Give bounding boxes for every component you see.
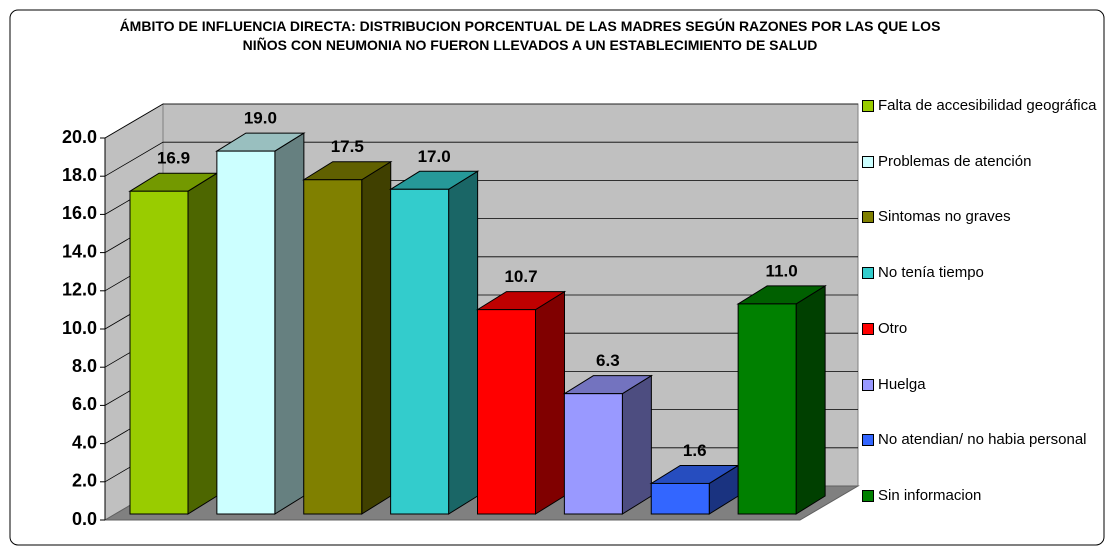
legend-swatch	[862, 100, 874, 112]
bar	[736, 285, 827, 515]
bar-front	[216, 150, 276, 515]
bar-front	[390, 188, 450, 515]
data-label: 1.6	[683, 441, 707, 460]
legend-label: Problemas de atención	[878, 152, 1032, 170]
y-tick-label: 14.0	[62, 241, 97, 261]
y-tick-label: 10.0	[62, 318, 97, 338]
bar	[562, 374, 654, 515]
legend-label: Otro	[878, 319, 908, 337]
bar	[215, 132, 306, 515]
bar-side	[187, 172, 218, 515]
chart-title: ÁMBITO DE INFLUENCIA DIRECTA: DISTRIBUCI…	[119, 18, 941, 53]
y-tick-label: 20.0	[62, 127, 97, 147]
data-label: 10.7	[504, 267, 537, 286]
y-tick-label: 12.0	[62, 280, 97, 300]
data-label: 11.0	[766, 261, 798, 280]
bar-front	[737, 303, 797, 515]
bar	[475, 290, 567, 515]
legend-item: Sin informacion	[862, 487, 1107, 504]
y-tick-label: 16.0	[62, 203, 97, 223]
y-tick-label: 6.0	[72, 394, 97, 414]
y-tick-label: 2.0	[72, 471, 97, 491]
legend-swatch	[862, 434, 874, 447]
legend-swatch	[862, 322, 874, 335]
legend-swatch	[862, 267, 874, 280]
y-tick-label: 0.0	[72, 509, 97, 529]
legend-item: Huelga	[862, 376, 1107, 393]
legend-label: Huelga	[878, 375, 926, 393]
bar-front	[563, 393, 623, 515]
grid-line	[104, 141, 858, 177]
bar	[388, 170, 480, 515]
data-label: 16.9	[157, 149, 190, 168]
bar-front	[303, 179, 363, 515]
y-tick-label: 4.0	[72, 432, 97, 452]
data-label: 6.3	[596, 351, 620, 370]
data-label: 17.0	[418, 147, 451, 166]
bar-side	[274, 132, 305, 515]
grid-line	[104, 103, 858, 139]
legend-item: No atendian/ no habia personal	[862, 431, 1107, 448]
legend-swatch	[862, 489, 874, 502]
legend-item: Sintomas no graves	[862, 208, 1107, 225]
legend-item: Falta de accesibilidad geográfica	[862, 97, 1107, 114]
data-label: 17.5	[331, 137, 364, 156]
y-tick-label: 8.0	[72, 356, 97, 376]
bar-side	[795, 285, 826, 515]
legend-label: Sin informacion	[878, 486, 982, 504]
legend-swatch	[862, 155, 874, 168]
y-tick-label: 18.0	[62, 165, 97, 185]
legend-label: No atendian/ no habia personal	[878, 431, 1087, 449]
bar-side	[535, 290, 565, 515]
bar-side	[621, 374, 652, 515]
bar	[128, 172, 219, 515]
legend-label: Falta de accesibilidad geográfica	[878, 97, 1097, 114]
legend-swatch	[862, 378, 874, 391]
bar	[301, 160, 393, 515]
legend-swatch	[862, 211, 874, 224]
bar-side	[361, 160, 392, 515]
bar-front	[129, 190, 189, 515]
legend-item: Problemas de atención	[862, 153, 1107, 170]
legend-item: Otro	[862, 320, 1107, 337]
legend-item: No tenía tiempo	[862, 264, 1107, 281]
data-label: 19.0	[244, 109, 277, 128]
bar-front	[477, 309, 536, 515]
legend-label: Sintomas no graves	[878, 208, 1011, 226]
bar-side	[448, 170, 479, 515]
bar-front	[650, 482, 710, 515]
legend-label: No tenía tiempo	[878, 264, 984, 282]
